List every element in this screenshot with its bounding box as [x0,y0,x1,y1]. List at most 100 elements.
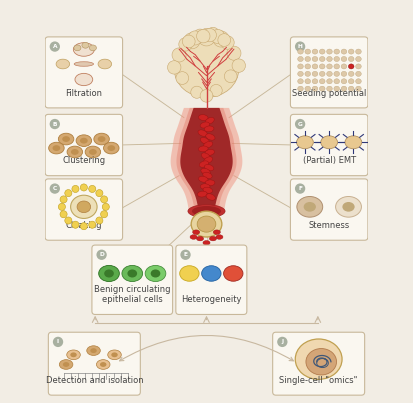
Ellipse shape [298,56,303,62]
Ellipse shape [305,86,311,91]
FancyBboxPatch shape [290,179,368,240]
Text: C: C [53,186,57,191]
Circle shape [50,119,60,129]
FancyBboxPatch shape [290,37,368,108]
Ellipse shape [74,43,94,56]
Ellipse shape [198,130,207,136]
Ellipse shape [128,270,137,278]
Circle shape [295,42,305,52]
Ellipse shape [306,349,337,375]
Ellipse shape [200,122,210,128]
Circle shape [203,28,216,42]
Circle shape [206,27,219,40]
Ellipse shape [349,71,354,77]
Text: I: I [57,339,59,345]
Ellipse shape [174,41,239,98]
Ellipse shape [190,235,197,239]
Ellipse shape [205,150,214,156]
Circle shape [194,29,206,42]
Ellipse shape [305,64,311,69]
Circle shape [101,211,108,218]
Circle shape [200,89,213,102]
Ellipse shape [223,266,243,281]
Circle shape [80,222,88,230]
Ellipse shape [56,59,70,69]
Circle shape [232,59,245,72]
Ellipse shape [202,266,221,281]
Ellipse shape [349,86,354,91]
Ellipse shape [108,350,121,359]
Ellipse shape [59,359,73,369]
Circle shape [168,61,181,74]
Ellipse shape [52,145,60,151]
Ellipse shape [349,64,354,69]
Text: (Partial) EMT: (Partial) EMT [303,156,356,165]
Ellipse shape [197,216,216,232]
Ellipse shape [349,79,354,84]
Ellipse shape [192,230,200,235]
FancyBboxPatch shape [176,245,247,314]
Text: J: J [281,339,283,345]
Ellipse shape [206,194,215,200]
Ellipse shape [312,79,318,84]
Text: D: D [99,252,104,257]
Ellipse shape [327,86,332,91]
Ellipse shape [209,236,216,241]
Circle shape [227,46,241,60]
Circle shape [53,337,63,347]
Circle shape [191,86,203,98]
Ellipse shape [70,352,77,357]
Circle shape [60,196,67,203]
Ellipse shape [145,266,166,282]
Ellipse shape [298,71,303,77]
Text: A: A [52,44,57,49]
Circle shape [96,217,103,224]
Circle shape [96,189,103,197]
Ellipse shape [327,71,332,77]
Ellipse shape [356,79,361,84]
Ellipse shape [297,136,313,149]
Ellipse shape [191,211,222,237]
Ellipse shape [334,64,339,69]
Ellipse shape [199,114,208,120]
Polygon shape [171,108,242,211]
Ellipse shape [341,86,347,91]
Ellipse shape [341,71,347,77]
Ellipse shape [122,266,142,282]
Ellipse shape [319,71,325,77]
Ellipse shape [85,146,101,158]
Circle shape [89,185,96,193]
Ellipse shape [100,362,107,367]
Circle shape [277,337,287,347]
Ellipse shape [334,49,339,54]
Ellipse shape [349,56,354,62]
Circle shape [198,29,215,46]
Ellipse shape [71,149,79,155]
Ellipse shape [94,133,109,145]
Ellipse shape [341,49,347,54]
Circle shape [72,185,79,193]
Circle shape [176,72,189,84]
Ellipse shape [197,236,204,241]
Text: Single-cell "omics": Single-cell "omics" [280,376,358,385]
FancyBboxPatch shape [290,114,368,176]
Ellipse shape [180,266,199,281]
Circle shape [180,249,191,260]
Ellipse shape [67,146,83,158]
Ellipse shape [63,362,69,367]
Ellipse shape [204,157,213,164]
Text: B: B [52,122,57,127]
Ellipse shape [199,161,209,167]
Ellipse shape [356,49,361,54]
FancyBboxPatch shape [48,332,140,395]
Ellipse shape [319,79,325,84]
Ellipse shape [204,141,213,148]
Text: Clustering: Clustering [62,156,105,165]
Ellipse shape [341,56,347,62]
Text: H: H [298,44,303,49]
Circle shape [210,85,222,96]
Circle shape [197,29,210,43]
Circle shape [101,196,108,203]
Ellipse shape [213,230,221,235]
Circle shape [188,31,202,45]
